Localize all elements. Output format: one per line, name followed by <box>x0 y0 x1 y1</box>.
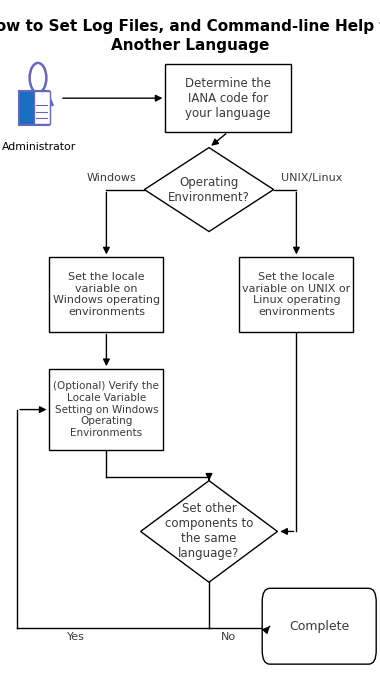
FancyBboxPatch shape <box>49 369 163 450</box>
Text: Set the locale
variable on
Windows operating
environments: Set the locale variable on Windows opera… <box>53 272 160 317</box>
FancyBboxPatch shape <box>165 64 291 132</box>
FancyBboxPatch shape <box>262 588 376 664</box>
FancyBboxPatch shape <box>49 257 163 332</box>
Text: Complete: Complete <box>289 619 349 633</box>
FancyBboxPatch shape <box>19 91 49 125</box>
Text: Set the locale
variable on UNIX or
Linux operating
environments: Set the locale variable on UNIX or Linux… <box>242 272 350 317</box>
Text: Windows: Windows <box>87 173 137 183</box>
Text: How to Set Log Files, and Command-line Help to
Another Language: How to Set Log Files, and Command-line H… <box>0 19 380 53</box>
Text: No: No <box>220 632 236 642</box>
Text: Operating
Environment?: Operating Environment? <box>168 175 250 204</box>
Text: Yes: Yes <box>67 632 85 642</box>
Text: Determine the
IANA code for
your language: Determine the IANA code for your languag… <box>185 77 271 120</box>
Text: Set other
components to
the same
language?: Set other components to the same languag… <box>165 502 253 561</box>
FancyBboxPatch shape <box>239 257 353 332</box>
Polygon shape <box>144 148 274 232</box>
Polygon shape <box>141 481 277 582</box>
Text: Administrator: Administrator <box>2 142 76 152</box>
FancyBboxPatch shape <box>34 91 50 124</box>
Text: UNIX/Linux: UNIX/Linux <box>281 173 343 183</box>
Text: (Optional) Verify the
Locale Variable
Setting on Windows
Operating
Environments: (Optional) Verify the Locale Variable Se… <box>54 381 159 438</box>
